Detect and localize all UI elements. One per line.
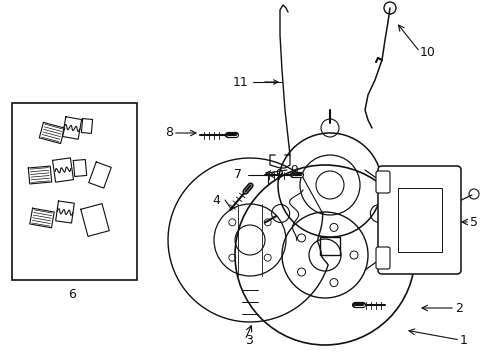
Bar: [12, 103, 137, 280]
Text: 9: 9: [275, 168, 283, 181]
Text: 5: 5: [470, 216, 478, 229]
Text: 7: 7: [234, 168, 242, 181]
Text: 1: 1: [460, 333, 468, 346]
Text: 10: 10: [420, 45, 436, 58]
FancyBboxPatch shape: [376, 171, 390, 193]
FancyBboxPatch shape: [378, 166, 461, 274]
Text: 8: 8: [165, 126, 173, 139]
FancyBboxPatch shape: [376, 247, 390, 269]
Text: 3: 3: [245, 333, 253, 346]
Text: 6: 6: [68, 288, 76, 301]
Bar: [398, 188, 442, 252]
Text: 2: 2: [455, 302, 463, 315]
Text: 4: 4: [212, 194, 220, 207]
Text: 9: 9: [290, 163, 298, 176]
Text: 11: 11: [232, 76, 248, 89]
